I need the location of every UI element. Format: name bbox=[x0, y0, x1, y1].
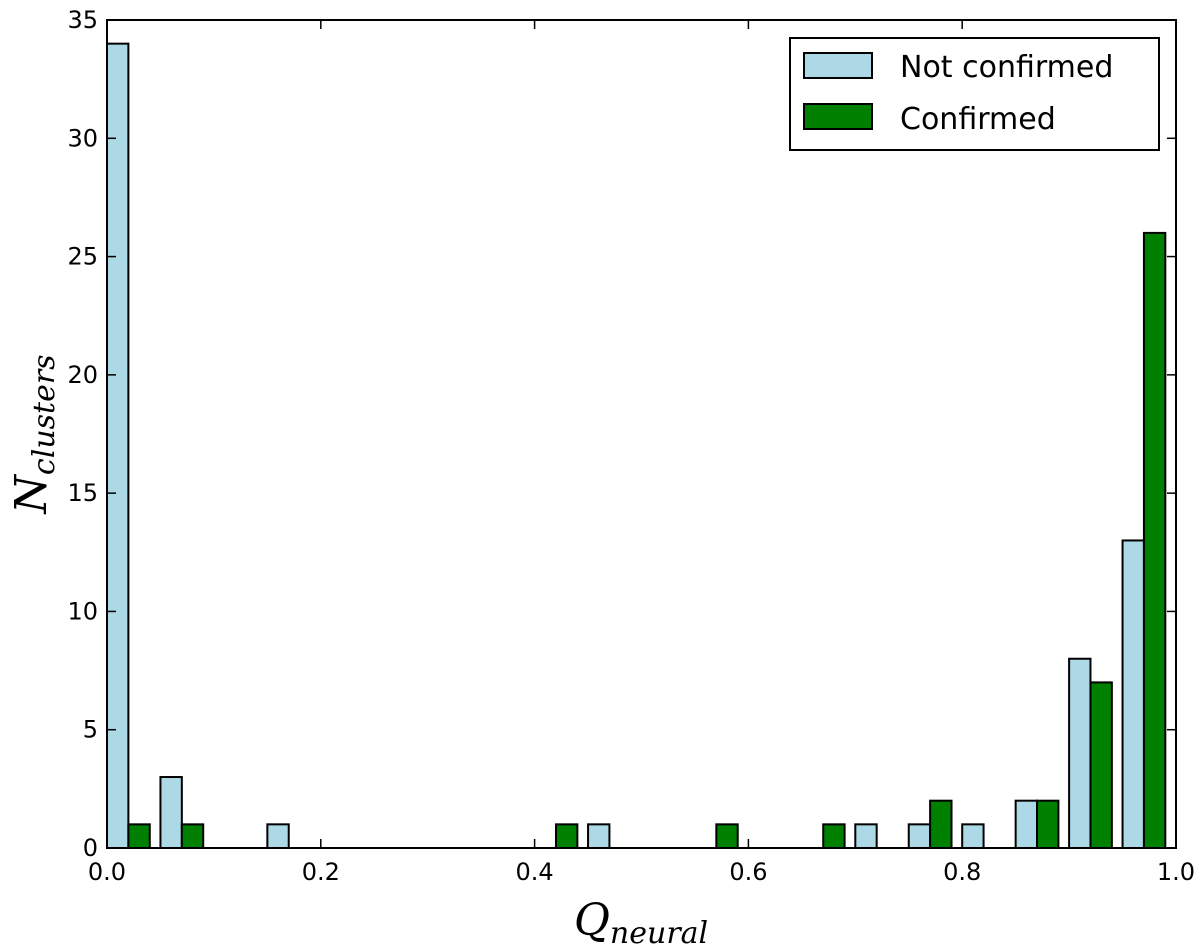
x-axis-title-main: Q bbox=[574, 895, 610, 946]
bar-confirmed bbox=[929, 799, 953, 850]
x-tick-label: 1.0 bbox=[1157, 858, 1195, 886]
x-axis-title-sub: neural bbox=[610, 916, 708, 951]
y-tick-label: 0 bbox=[83, 834, 98, 862]
bar-confirmed bbox=[1036, 799, 1060, 850]
bars-group bbox=[106, 42, 1167, 850]
bar-not-confirmed bbox=[1121, 539, 1145, 850]
bar-confirmed bbox=[822, 823, 846, 850]
x-tick-label: 0.2 bbox=[302, 858, 340, 886]
bar-confirmed bbox=[180, 823, 205, 850]
x-tick-label: 0.8 bbox=[943, 858, 981, 886]
y-tick-label: 5 bbox=[83, 716, 98, 744]
bar-confirmed bbox=[1089, 681, 1113, 850]
y-axis-title-main: N bbox=[6, 474, 57, 515]
bar-not-confirmed bbox=[961, 823, 985, 850]
x-tick-label: 0.0 bbox=[88, 858, 126, 886]
legend-swatch-not-confirmed bbox=[803, 52, 873, 79]
y-tick-label: 10 bbox=[67, 597, 98, 625]
bar-not-confirmed bbox=[1068, 657, 1092, 849]
x-tick-label: 0.4 bbox=[516, 858, 554, 886]
bar-not-confirmed bbox=[1014, 799, 1039, 850]
y-tick-label: 25 bbox=[67, 243, 98, 271]
bar-confirmed bbox=[127, 823, 151, 850]
plot-frame bbox=[106, 19, 1177, 849]
bar-confirmed bbox=[554, 823, 579, 850]
y-tick-label: 35 bbox=[67, 6, 98, 34]
bar-not-confirmed bbox=[266, 823, 290, 850]
legend-label-not-confirmed: Not confirmed bbox=[900, 50, 1113, 85]
legend-swatch-confirmed bbox=[803, 103, 873, 130]
y-axis-title: Nclusters bbox=[6, 354, 62, 514]
y-tick-label: 30 bbox=[67, 124, 98, 152]
bar-not-confirmed bbox=[907, 823, 932, 850]
y-tick-label: 20 bbox=[67, 361, 98, 389]
bar-not-confirmed bbox=[159, 776, 183, 850]
legend: Not confirmed Confirmed bbox=[789, 37, 1160, 151]
bar-not-confirmed bbox=[854, 823, 878, 850]
ticks-group: 0.0 0.2 0.4 0.6 0.8 1.0 0 5 10 15 20 25 30 35 bbox=[67, 6, 1195, 886]
bar-not-confirmed bbox=[587, 823, 611, 850]
y-axis-title-sub: clusters bbox=[27, 354, 62, 475]
legend-label-confirmed: Confirmed bbox=[900, 102, 1056, 137]
y-tick-label: 15 bbox=[67, 479, 98, 507]
bar-not-confirmed bbox=[106, 42, 130, 850]
x-tick-label: 0.6 bbox=[729, 858, 767, 886]
x-axis-title: Qneural bbox=[574, 895, 708, 951]
bar-confirmed bbox=[1142, 231, 1167, 850]
bar-confirmed bbox=[715, 823, 739, 850]
